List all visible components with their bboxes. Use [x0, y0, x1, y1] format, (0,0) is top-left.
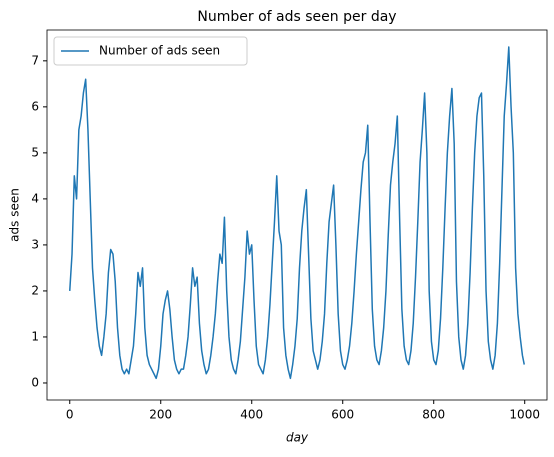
- x-tick-label: 800: [422, 408, 445, 422]
- y-tick-label: 5: [31, 145, 39, 159]
- y-tick-label: 0: [31, 375, 39, 389]
- y-tick-label: 3: [31, 237, 39, 251]
- x-tick-label: 400: [240, 408, 263, 422]
- y-axis-label: ads seen: [8, 188, 22, 242]
- y-tick-label: 4: [31, 191, 39, 205]
- x-tick-label: 600: [331, 408, 354, 422]
- y-tick-label: 7: [31, 53, 39, 67]
- legend-label: Number of ads seen: [99, 44, 220, 58]
- x-tick-label: 200: [149, 408, 172, 422]
- axes-frame: [46, 29, 548, 401]
- y-tick-label: 1: [31, 329, 39, 343]
- x-tick-label: 1000: [509, 408, 540, 422]
- y-tick-label: 2: [31, 283, 39, 297]
- data-line: [69, 46, 525, 380]
- legend-box: [53, 36, 248, 66]
- chart-title: Number of ads seen per day: [197, 9, 396, 25]
- x-axis-label: day: [286, 431, 309, 445]
- y-tick-label: 6: [31, 99, 39, 113]
- x-tick-label: 0: [66, 408, 74, 422]
